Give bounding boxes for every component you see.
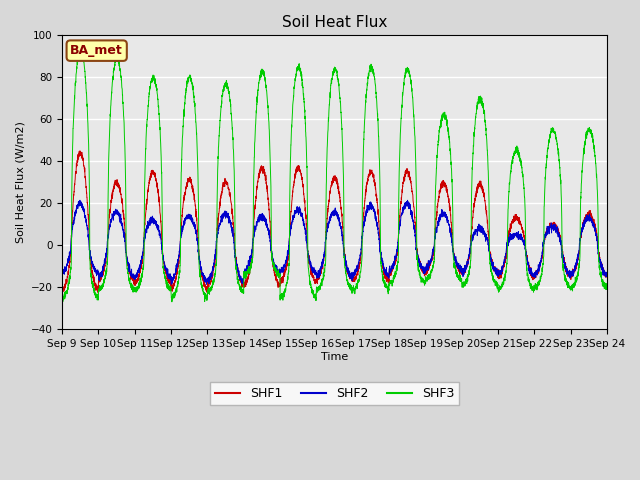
SHF2 xyxy=(457,266,465,272)
Line: SHF2: SHF2 xyxy=(62,200,607,284)
Y-axis label: Soil Heat Flux (W/m2): Soil Heat Flux (W/m2) xyxy=(15,121,25,243)
Line: SHF3: SHF3 xyxy=(62,48,607,302)
SHF3 xyxy=(603,287,611,292)
SHF3 xyxy=(603,286,611,292)
SHF2 xyxy=(603,274,611,279)
SHF2 xyxy=(58,270,66,276)
SHF3 xyxy=(58,292,66,298)
SHF1 xyxy=(204,290,211,296)
SHF1 xyxy=(603,273,611,278)
Text: BA_met: BA_met xyxy=(70,44,123,57)
SHF3 xyxy=(76,46,84,51)
SHF1 xyxy=(457,268,465,274)
X-axis label: Time: Time xyxy=(321,352,348,362)
SHF1 xyxy=(156,211,164,216)
SHF3 xyxy=(314,286,322,292)
SHF1 xyxy=(427,259,435,265)
SHF2 xyxy=(603,273,611,278)
SHF2 xyxy=(488,262,495,268)
SHF1 xyxy=(488,263,495,268)
SHF2 xyxy=(314,274,322,280)
SHF3 xyxy=(488,270,495,276)
SHF2 xyxy=(76,197,84,203)
SHF1 xyxy=(314,276,322,282)
SHF3 xyxy=(427,273,435,279)
SHF2 xyxy=(156,235,164,240)
SHF1 xyxy=(58,286,66,291)
SHF1 xyxy=(76,148,84,154)
SHF2 xyxy=(203,281,211,287)
Title: Soil Heat Flux: Soil Heat Flux xyxy=(282,15,387,30)
Line: SHF1: SHF1 xyxy=(62,151,607,293)
SHF3 xyxy=(457,276,465,282)
SHF3 xyxy=(156,130,164,135)
Legend: SHF1, SHF2, SHF3: SHF1, SHF2, SHF3 xyxy=(210,383,460,406)
SHF3 xyxy=(168,299,176,305)
SHF1 xyxy=(603,270,611,276)
SHF2 xyxy=(427,259,435,264)
